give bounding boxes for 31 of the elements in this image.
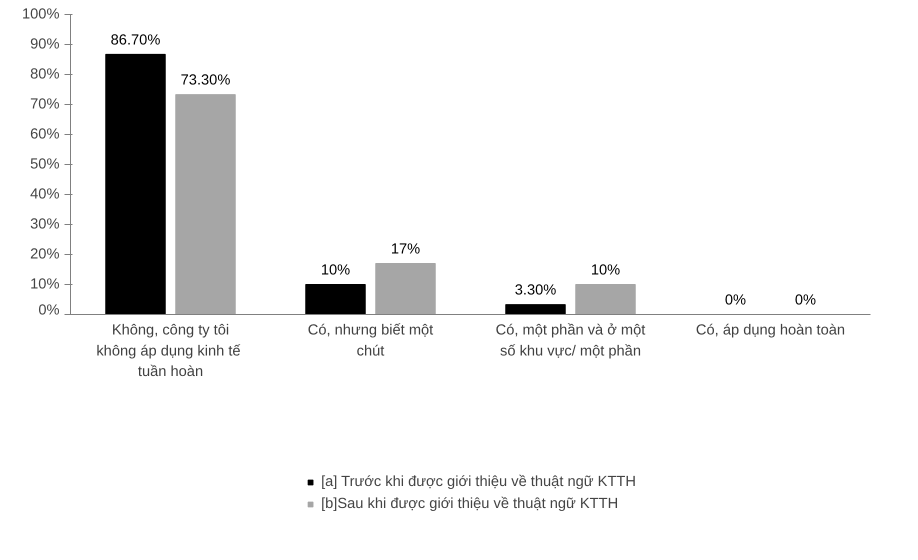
x-tick-label: Có, áp dụng hoàn toàn xyxy=(696,322,846,338)
legend-label: [b]Sau khi được giới thiệu về thuật ngữ KTTH xyxy=(321,496,618,512)
data-label: 0% xyxy=(794,292,816,308)
y-tick-label: 30% xyxy=(30,216,60,232)
y-tick-label: 90% xyxy=(30,36,60,52)
data-label: 3.30% xyxy=(514,282,556,299)
bar xyxy=(575,284,636,314)
data-label: 73.30% xyxy=(180,72,230,89)
data-label: 0% xyxy=(724,292,746,308)
y-tick-label: 20% xyxy=(30,246,60,262)
y-tick-label: 100% xyxy=(22,6,60,22)
bar xyxy=(175,94,236,314)
x-tick-label: Không, công ty tôi không áp dụng kinh tế tuần hoàn xyxy=(96,322,241,380)
y-tick-label: 40% xyxy=(30,186,60,202)
data-label: 17% xyxy=(390,242,420,258)
y-tick-label: 60% xyxy=(30,126,60,142)
y-tick-label: 50% xyxy=(30,156,60,172)
y-tick-label: 80% xyxy=(30,66,60,82)
bar xyxy=(105,54,166,314)
bar xyxy=(305,284,366,314)
data-label: 10% xyxy=(590,262,620,278)
y-tick-label: 10% xyxy=(30,276,60,292)
x-tick-label: Có, nhưng biết một chút xyxy=(308,322,434,360)
bar xyxy=(505,304,566,314)
y-tick-label: 70% xyxy=(30,96,60,112)
data-label: 86.70% xyxy=(110,32,160,48)
legend-label: [a] Trước khi được giới thiệu về thuật ngữ KTTH xyxy=(321,474,636,490)
y-tick-label: 0% xyxy=(38,302,60,318)
data-label: 10% xyxy=(320,262,350,278)
bar xyxy=(375,263,436,314)
x-tick-label: Có, một phần và ở một số khu vực/ một phần xyxy=(496,322,646,360)
